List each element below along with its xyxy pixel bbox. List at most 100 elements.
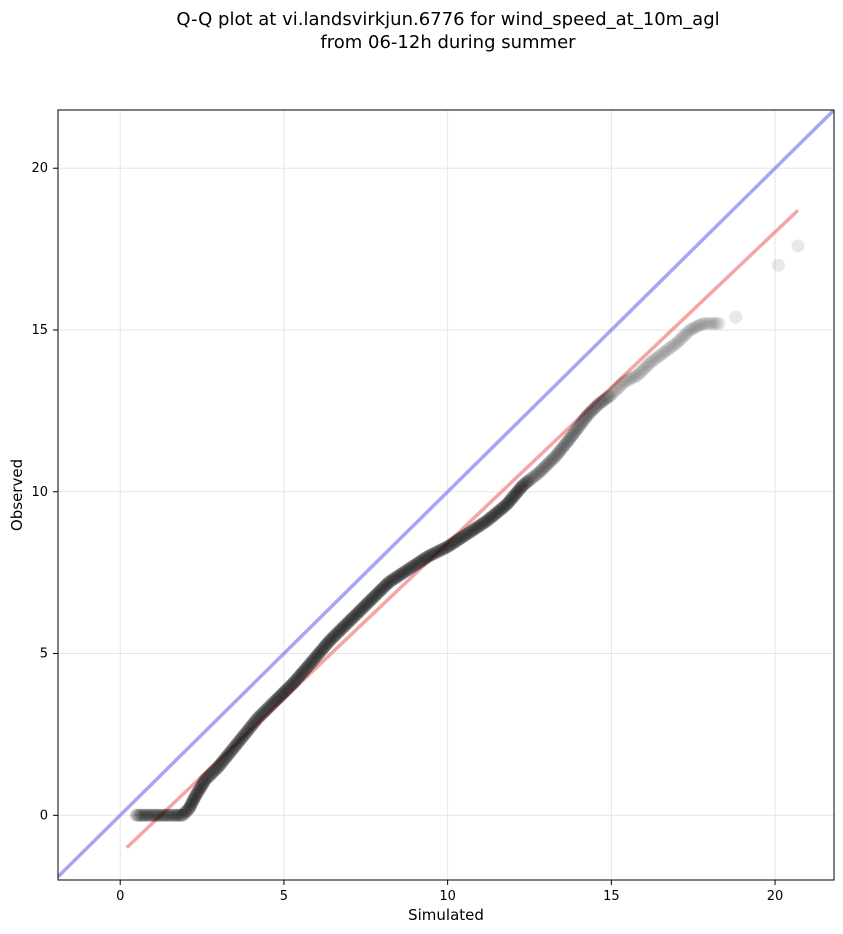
data-point <box>473 519 487 533</box>
data-point <box>241 724 255 738</box>
data-point <box>455 530 469 544</box>
data-point <box>362 595 376 609</box>
data-point <box>159 808 173 822</box>
y-tick-label: 5 <box>40 647 48 662</box>
data-point <box>541 457 555 471</box>
data-point <box>425 548 439 562</box>
data-point <box>573 418 587 432</box>
data-point <box>666 339 680 353</box>
data-point <box>523 473 537 487</box>
data-point <box>391 569 405 583</box>
data-point <box>676 329 690 343</box>
data-point <box>585 404 599 418</box>
data-point <box>310 648 324 662</box>
data-point <box>577 413 591 427</box>
data-point <box>644 355 658 369</box>
data-point <box>502 494 516 508</box>
data-point <box>301 659 315 673</box>
data-point <box>193 782 207 796</box>
data-point <box>246 717 260 731</box>
data-point <box>216 754 230 768</box>
data-point <box>139 808 153 822</box>
data-point <box>350 607 364 621</box>
data-point <box>282 680 296 694</box>
data-point <box>423 549 437 562</box>
data-point <box>187 793 201 807</box>
data-point <box>444 537 458 551</box>
data-point <box>480 514 494 528</box>
data-point <box>142 808 156 822</box>
data-point <box>304 656 318 670</box>
data-point <box>278 685 292 699</box>
data-point <box>657 346 671 360</box>
data-point <box>482 513 496 527</box>
data-point <box>671 334 685 348</box>
data-point <box>182 802 196 816</box>
data-point <box>599 392 613 406</box>
data-point <box>632 367 646 381</box>
data-point <box>267 695 281 709</box>
data-point <box>513 482 527 496</box>
y-tick-label: 15 <box>31 323 48 338</box>
data-point <box>192 783 206 797</box>
data-point <box>374 583 388 597</box>
data-point <box>329 628 343 642</box>
data-point <box>660 343 674 357</box>
data-point <box>653 348 667 362</box>
data-point <box>553 444 567 458</box>
data-point <box>290 672 304 686</box>
data-point <box>309 650 323 664</box>
data-point <box>412 555 426 569</box>
data-point <box>401 562 415 576</box>
data-point <box>162 808 176 822</box>
data-point <box>414 554 428 568</box>
data-point <box>565 429 579 443</box>
data-point <box>510 485 524 499</box>
data-point <box>382 575 396 589</box>
data-point <box>446 536 460 550</box>
x-axis-title: Simulated <box>408 906 484 924</box>
data-point <box>457 529 471 543</box>
data-point <box>367 590 381 604</box>
data-point <box>586 402 600 416</box>
data-point <box>625 371 639 385</box>
data-point <box>154 808 168 822</box>
data-point <box>729 310 743 324</box>
data-point <box>556 440 570 454</box>
data-point <box>486 508 500 522</box>
data-point <box>377 580 391 594</box>
data-point <box>458 528 472 542</box>
data-point <box>649 351 663 365</box>
data-point <box>637 362 651 376</box>
data-point <box>450 534 464 548</box>
data-point <box>371 586 385 600</box>
data-point <box>242 722 256 736</box>
data-point <box>442 539 456 553</box>
data-point <box>368 589 382 603</box>
data-point <box>437 542 451 556</box>
data-point <box>433 544 447 558</box>
data-point <box>705 317 719 331</box>
data-point <box>583 406 597 419</box>
data-point <box>194 780 208 794</box>
data-point <box>595 395 609 409</box>
data-point <box>555 442 569 456</box>
data-point <box>431 545 445 559</box>
data-point <box>312 647 326 661</box>
data-point <box>173 808 187 822</box>
data-point <box>364 593 378 607</box>
data-point <box>273 689 287 703</box>
data-point <box>567 426 581 440</box>
data-point <box>602 389 616 403</box>
x-tick-label: 10 <box>439 889 456 904</box>
data-point <box>606 386 620 400</box>
data-point <box>137 808 151 822</box>
data-point <box>678 328 692 342</box>
data-point <box>389 571 403 585</box>
data-point <box>333 623 347 637</box>
data-point <box>177 807 191 821</box>
data-point <box>469 521 483 535</box>
data-point <box>157 808 171 822</box>
data-point <box>284 679 298 693</box>
data-point <box>475 517 489 531</box>
